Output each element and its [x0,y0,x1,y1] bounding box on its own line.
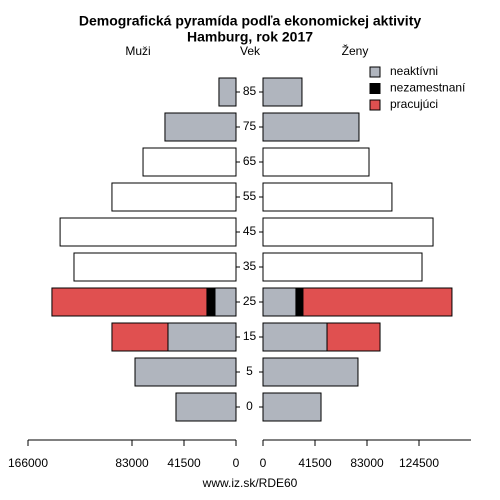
bar-men [167,322,237,352]
age-label: 85 [243,84,257,98]
bar-men [142,147,237,177]
x-tick-label: 41500 [167,456,201,470]
bar-women [326,322,381,352]
x-tick-label: 0 [233,456,240,470]
bar-men [134,357,237,387]
bar-men [111,322,169,352]
x-tick-label: 124500 [399,456,439,470]
bar-women [262,322,328,352]
age-label: 0 [246,399,253,413]
legend-label: nezamestnaní [390,81,466,95]
x-tick-label: 166000 [8,456,48,470]
bar-men [59,217,237,247]
age-label: 45 [243,224,257,238]
age-label: 75 [243,119,257,133]
x-tick-label: 41500 [298,456,332,470]
age-label: 15 [243,329,257,343]
bar-women [262,217,434,247]
bar-men [164,112,237,142]
bar-women [262,147,370,177]
age-label: 35 [243,259,257,273]
left-label: Muži [125,44,150,58]
chart-subtitle: Hamburg, rok 2017 [187,29,313,45]
legend-swatch [369,99,381,111]
legend-label: neaktívni [390,64,438,78]
bar-men [218,77,237,107]
legend-label: pracujúci [390,97,438,111]
bar-men [51,287,208,317]
bar-women [262,112,360,142]
bar-women [302,287,453,317]
bar-women [262,392,322,422]
x-tick-label: 83000 [350,456,384,470]
age-label: 65 [243,154,257,168]
bar-women [262,252,423,282]
chart-title: Demografická pyramída podľa ekonomickej … [79,13,422,29]
legend-swatch [369,66,381,78]
bar-men [175,392,237,422]
bar-women [262,357,359,387]
bar-women [262,77,303,107]
age-label: 5 [246,364,253,378]
x-tick-label: 0 [260,456,267,470]
age-label: 55 [243,189,257,203]
age-label: 25 [243,294,257,308]
center-label: Vek [240,44,261,58]
legend-swatch [369,83,381,94]
x-tick-label: 83000 [115,456,149,470]
bar-women [295,287,304,317]
footer: www.iz.sk/RDE60 [202,476,298,490]
bar-men [73,252,237,282]
bar-men [214,287,237,317]
bar-men [206,287,216,317]
right-label: Ženy [342,43,369,58]
bar-women [262,182,393,212]
bar-women [262,287,297,317]
bar-men [111,182,237,212]
